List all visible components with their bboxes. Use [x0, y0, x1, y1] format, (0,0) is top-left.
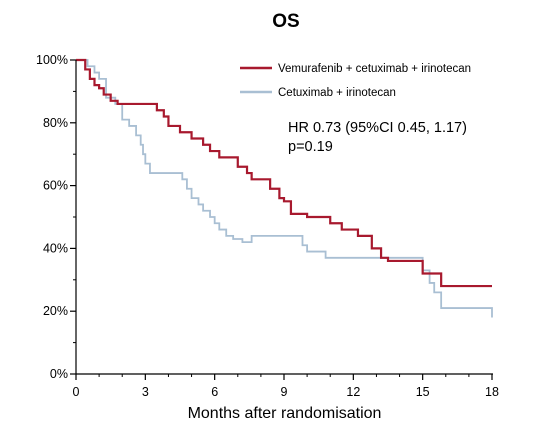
- chart-title: OS: [272, 11, 299, 32]
- vemurafenib-cetuximab-irinotecan-curve: [76, 58, 492, 288]
- y-tick-label: 80%: [43, 116, 68, 130]
- x-tick-label: 12: [346, 385, 360, 399]
- series-layer: [76, 58, 493, 318]
- y-tick-label: 100%: [36, 53, 68, 67]
- legend: Vemurafenib + cetuximab + irinotecan Cet…: [240, 63, 471, 99]
- y-tick-label: 20%: [43, 304, 68, 318]
- legend-label-cetuximab: Cetuximab + irinotecan: [278, 87, 396, 99]
- x-tick-label: 15: [416, 385, 430, 399]
- legend-label-vemurafenib: Vemurafenib + cetuximab + irinotecan: [278, 63, 471, 75]
- x-tick-label: 0: [73, 385, 80, 399]
- x-tick-label: 6: [211, 385, 218, 399]
- y-tick-label: 40%: [43, 241, 68, 255]
- y-tick-label: 60%: [43, 179, 68, 193]
- hazard-ratio-annotation: HR 0.73 (95%CI 0.45, 1.17): [288, 120, 467, 136]
- p-value-annotation: p=0.19: [288, 139, 333, 155]
- y-tick-label: 0%: [50, 367, 68, 381]
- x-tick-label: 3: [142, 385, 149, 399]
- x-tick-label: 9: [281, 385, 288, 399]
- x-axis-label: Months after randomisation: [188, 405, 382, 422]
- cetuximab-irinotecan-curve: [76, 59, 493, 318]
- x-tick-label: 18: [485, 385, 499, 399]
- axis-ticks: 0% 20% 40% 60% 80% 100% 0 3 6 9 12 15 18: [36, 53, 499, 399]
